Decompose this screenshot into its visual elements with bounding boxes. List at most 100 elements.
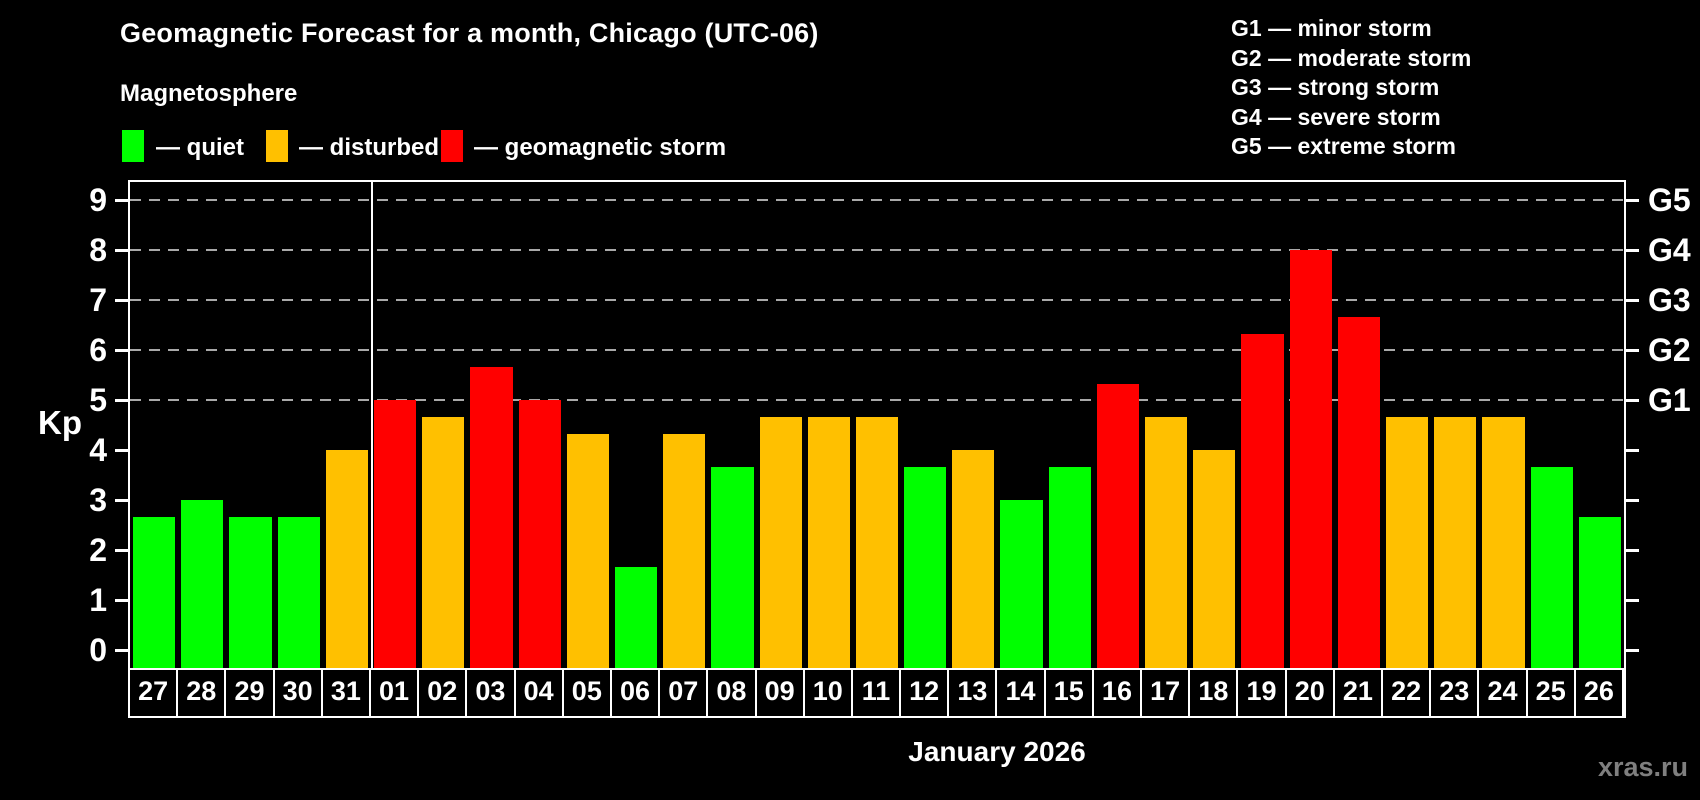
day-cell: 15 bbox=[1043, 668, 1094, 718]
bar bbox=[1530, 466, 1573, 668]
day-cell: 10 bbox=[802, 668, 853, 718]
plot-frame-top bbox=[128, 180, 1626, 182]
bar bbox=[711, 466, 754, 668]
day-cell: 25 bbox=[1525, 668, 1576, 718]
storm-swatch-icon bbox=[441, 130, 463, 162]
bar bbox=[1145, 416, 1188, 668]
y-axis-tick bbox=[115, 448, 128, 452]
bar bbox=[855, 416, 899, 668]
bar bbox=[422, 416, 465, 668]
day-cell: 17 bbox=[1140, 668, 1191, 718]
day-cell: 08 bbox=[706, 668, 757, 718]
gridline bbox=[130, 199, 1624, 201]
y-axis-label: 7 bbox=[89, 282, 107, 318]
bar bbox=[1289, 250, 1332, 668]
right-axis-label: G3 bbox=[1648, 282, 1691, 318]
bar bbox=[325, 450, 368, 668]
right-axis-tick bbox=[1626, 248, 1639, 252]
y-axis-title: Kp bbox=[38, 404, 82, 441]
legend-label-quiet: — quiet bbox=[156, 134, 244, 161]
right-axis-tick bbox=[1626, 648, 1639, 652]
y-axis-tick bbox=[115, 198, 128, 202]
day-cell: 01 bbox=[368, 668, 420, 718]
right-axis-label: G2 bbox=[1648, 332, 1691, 368]
y-axis-label: 1 bbox=[89, 582, 107, 618]
bar bbox=[614, 566, 658, 668]
bar bbox=[1482, 416, 1525, 668]
bar bbox=[904, 466, 947, 668]
right-axis-label: G1 bbox=[1648, 382, 1691, 418]
y-axis-label: 2 bbox=[89, 532, 107, 568]
day-cell: 04 bbox=[513, 668, 564, 718]
day-cell: 21 bbox=[1332, 668, 1384, 718]
day-cell: 20 bbox=[1284, 668, 1335, 718]
bar bbox=[759, 416, 802, 668]
bar bbox=[1434, 416, 1477, 668]
right-axis-tick bbox=[1626, 198, 1639, 202]
bar bbox=[229, 516, 272, 668]
y-axis-tick bbox=[115, 598, 128, 602]
gridline bbox=[130, 399, 1624, 401]
g-scale-legend-line: G1 — minor storm bbox=[1231, 15, 1432, 41]
y-axis-line bbox=[128, 180, 130, 718]
y-axis-tick bbox=[115, 248, 128, 252]
legend-label-storm: — geomagnetic storm bbox=[474, 134, 727, 161]
bar bbox=[663, 433, 706, 668]
bar bbox=[1193, 450, 1236, 668]
chart-title: Geomagnetic Forecast for a month, Chicag… bbox=[120, 18, 819, 48]
right-axis-tick bbox=[1626, 398, 1639, 402]
right-axis-tick bbox=[1626, 498, 1639, 502]
x-axis-month-label: January 2026 bbox=[908, 736, 1086, 767]
day-cell: 03 bbox=[465, 668, 516, 718]
bar bbox=[133, 516, 176, 668]
day-cell: 02 bbox=[417, 668, 468, 718]
chart-subtitle: Magnetosphere bbox=[120, 80, 298, 107]
y-axis-tick bbox=[115, 348, 128, 352]
legend-label-disturbed: — disturbed bbox=[299, 134, 440, 161]
bar bbox=[277, 516, 320, 668]
bar bbox=[807, 416, 850, 668]
day-cell: 19 bbox=[1236, 668, 1287, 718]
gridline bbox=[130, 249, 1624, 251]
bar bbox=[1337, 316, 1381, 668]
bar bbox=[470, 366, 513, 668]
y-axis-tick bbox=[115, 548, 128, 552]
watermark: xras.ru bbox=[1597, 752, 1688, 782]
bar bbox=[1000, 500, 1043, 668]
g-scale-legend-line: G4 — severe storm bbox=[1231, 103, 1441, 130]
y-axis-tick bbox=[115, 648, 128, 652]
day-cell: 30 bbox=[272, 668, 323, 718]
gridline bbox=[130, 299, 1624, 301]
bar bbox=[1241, 333, 1284, 668]
right-axis-tick bbox=[1626, 348, 1639, 352]
g-scale-legend-line: G5 — extreme storm bbox=[1231, 133, 1456, 160]
day-cell: 16 bbox=[1091, 668, 1143, 718]
gridline bbox=[130, 349, 1624, 351]
day-cell: 22 bbox=[1381, 668, 1432, 718]
month-divider-line bbox=[370, 182, 373, 668]
y-axis-label: 0 bbox=[89, 632, 107, 668]
day-cell: 31 bbox=[320, 668, 371, 718]
bar bbox=[181, 500, 224, 668]
bar bbox=[1386, 416, 1429, 668]
day-cell: 05 bbox=[561, 668, 612, 718]
day-cell: 13 bbox=[947, 668, 998, 718]
y-axis-label: 5 bbox=[89, 382, 107, 418]
day-cell: 24 bbox=[1477, 668, 1528, 718]
day-cell: 12 bbox=[899, 668, 950, 718]
g-scale-legend-line: G2 — moderate storm bbox=[1231, 44, 1472, 71]
day-cell: 28 bbox=[176, 668, 227, 718]
g-scale-legend-line: G3 — strong storm bbox=[1231, 74, 1440, 101]
bar bbox=[518, 400, 561, 668]
bar bbox=[1096, 383, 1140, 668]
right-axis-tick bbox=[1626, 598, 1639, 602]
y-axis-label: 6 bbox=[89, 332, 107, 368]
right-axis-label: G4 bbox=[1648, 232, 1691, 268]
day-cell: 23 bbox=[1429, 668, 1480, 718]
y-axis-tick bbox=[115, 498, 128, 502]
day-cell: 09 bbox=[754, 668, 805, 718]
right-axis-tick bbox=[1626, 448, 1639, 452]
y-axis-label: 9 bbox=[89, 182, 107, 218]
bar bbox=[952, 450, 995, 668]
y-axis-label: 8 bbox=[89, 232, 107, 268]
